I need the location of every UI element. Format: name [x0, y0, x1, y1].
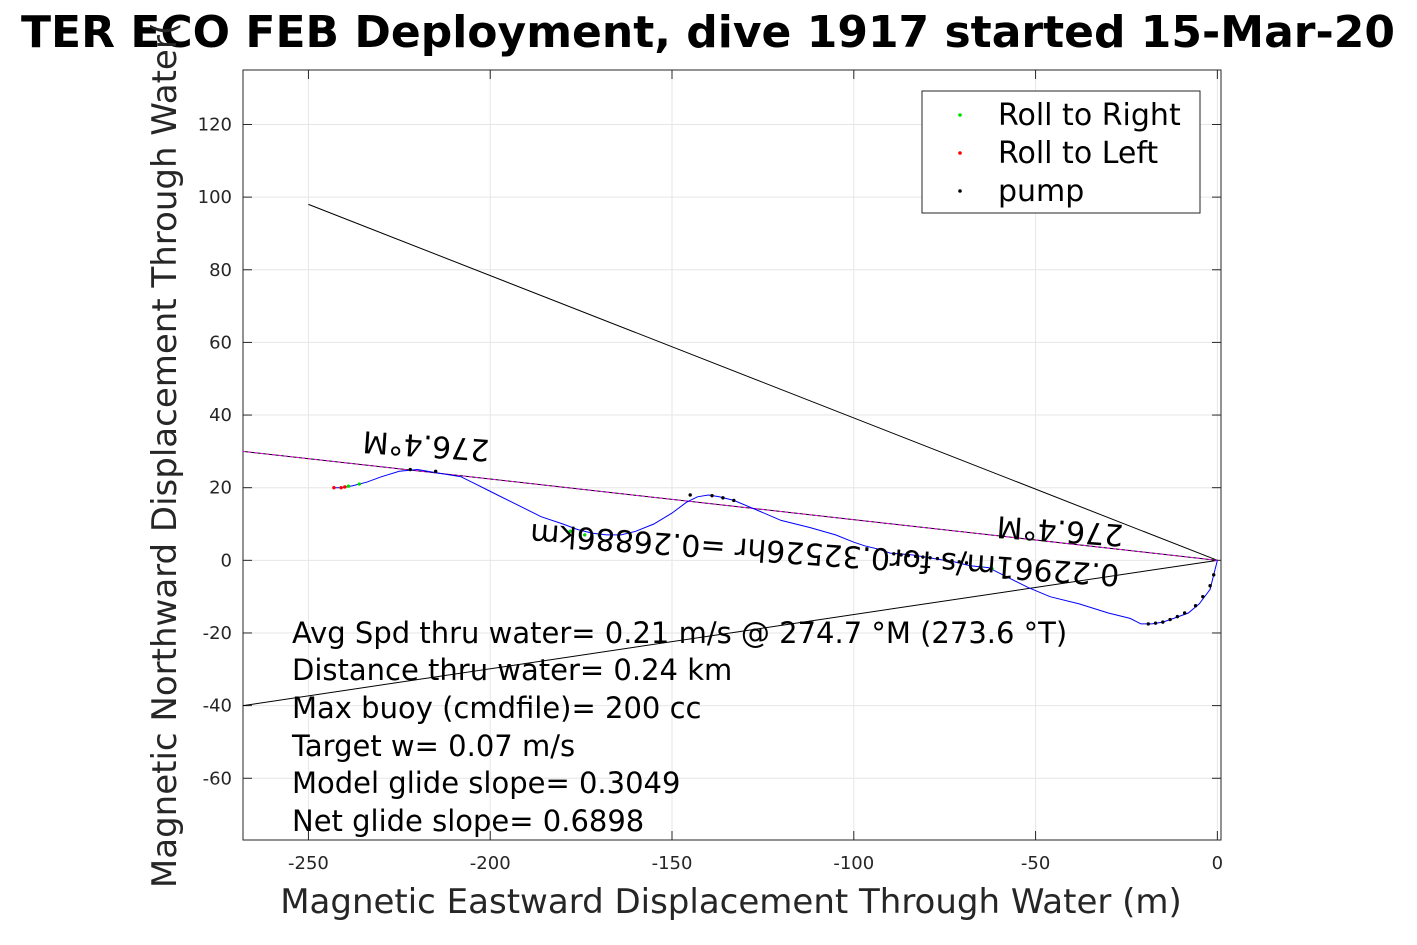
legend-label-roll-right: Roll to Right [998, 98, 1181, 133]
y-tick-label: -40 [203, 696, 232, 717]
pump-point [950, 558, 954, 563]
y-tick-label: 20 [209, 478, 232, 499]
legend-label-pump: pump [998, 174, 1084, 209]
pump-point [942, 557, 947, 562]
pump-point [935, 556, 940, 561]
plot-area [242, 69, 1222, 841]
y-tick-label: -60 [203, 768, 232, 789]
reference-lines [242, 203, 1218, 707]
y-tick-label: 120 [198, 114, 232, 135]
reference-line [242, 559, 1218, 707]
roll-left-point [332, 485, 336, 490]
pump-point [913, 554, 918, 559]
pump-point [1161, 620, 1165, 624]
legend-box [921, 90, 1201, 214]
pump-point [928, 556, 932, 560]
roll-right-point [357, 482, 362, 486]
roll-right-point [990, 566, 994, 571]
pump-point [433, 469, 438, 474]
pump-point [906, 553, 911, 558]
pump-point [1175, 614, 1180, 619]
note-model-glide-slope: Model glide slope= 0.3049 [292, 766, 680, 800]
legend-label-roll-left: Roll to Left [998, 136, 1158, 171]
roll-right-point [597, 533, 601, 537]
x-tick-label: -50 [1021, 853, 1050, 874]
pump-point [1153, 621, 1158, 625]
x-axis-label: Magnetic Eastward Displacement Through W… [280, 882, 1182, 922]
reference-line [242, 450, 1218, 561]
pump-point [1168, 617, 1172, 622]
y-tick-label: -20 [203, 623, 232, 644]
roll-left-point [343, 485, 347, 489]
pump-point [408, 467, 412, 472]
y-axis-label: Magnetic Northward Displacement Through … [145, 22, 185, 888]
roll-right-point [346, 484, 351, 488]
chart-title: TER ECO FEB Deployment, dive 1917 starte… [21, 7, 1395, 58]
reference-line [308, 203, 1218, 561]
note-avg-speed: Avg Spd thru water= 0.21 m/s @ 274.7 °M … [292, 616, 1067, 650]
grid [243, 70, 1221, 840]
y-tick-label: 0 [221, 550, 232, 571]
x-tick-label: 0 [1212, 853, 1223, 874]
pump-point [892, 552, 896, 556]
legend-marker-roll-right [958, 113, 962, 117]
roll-right-point [583, 533, 587, 537]
y-tick-label: 60 [209, 332, 232, 353]
heading-annotation-right: 276.4°M [996, 508, 1125, 552]
x-tick-label: -250 [288, 853, 329, 874]
pump-point [1201, 594, 1205, 599]
pump-point [921, 555, 925, 559]
heading-annotation-left: 276.4°M [362, 423, 491, 467]
dive-track [333, 468, 1218, 625]
pump-point [1146, 622, 1150, 626]
track-line [333, 468, 1218, 625]
track-points [332, 467, 1216, 626]
y-tick-label: 80 [209, 260, 232, 281]
legend-marker-roll-left [958, 151, 962, 155]
y-tick-label: 100 [198, 187, 232, 208]
pump-point [1212, 573, 1216, 577]
pump-point [732, 498, 736, 503]
pump-point [964, 561, 969, 565]
pump-point [1208, 584, 1212, 588]
roll-right-point [979, 565, 983, 569]
legend-marker-pump [958, 189, 962, 193]
pump-point [1182, 611, 1187, 615]
y-tick-label: 40 [209, 405, 232, 426]
pump-point [957, 560, 961, 564]
roll-left-point [339, 485, 343, 490]
pump-point [1193, 604, 1198, 608]
x-tick-label: -150 [652, 853, 693, 874]
pump-point [721, 496, 725, 500]
pump-point [688, 493, 692, 497]
note-max-buoy: Max buoy (cmdfile)= 200 cc [292, 691, 701, 725]
roll-right-point [568, 529, 572, 533]
note-net-glide-slope: Net glide slope= 0.6898 [292, 804, 644, 838]
pump-point [710, 493, 714, 498]
x-tick-label: -100 [833, 853, 874, 874]
pump-point [899, 553, 903, 557]
note-target-w: Target w= 0.07 m/s [291, 729, 575, 763]
summary-notes: Avg Spd thru water= 0.21 m/s @ 274.7 °M … [291, 616, 1067, 838]
x-tick-label: -200 [470, 853, 511, 874]
note-distance: Distance thru water= 0.24 km [292, 653, 732, 687]
legend: Roll to Right Roll to Left pump [921, 90, 1201, 214]
axis-ticks: -250 -200 -150 -100 -50 0-60-40-2002040608010… [198, 70, 1223, 874]
